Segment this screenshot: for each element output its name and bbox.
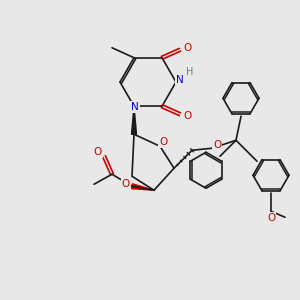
Text: N: N [131, 102, 139, 112]
Text: O: O [122, 179, 130, 189]
Polygon shape [132, 184, 154, 190]
Text: O: O [159, 137, 167, 147]
Text: N: N [176, 75, 184, 85]
Polygon shape [131, 106, 136, 134]
Text: O: O [213, 140, 221, 150]
Text: O: O [184, 43, 192, 53]
Text: O: O [184, 111, 192, 121]
Text: N: N [131, 102, 139, 112]
Text: O: O [94, 147, 102, 157]
Text: O: O [267, 213, 275, 223]
Text: H: H [186, 67, 194, 77]
